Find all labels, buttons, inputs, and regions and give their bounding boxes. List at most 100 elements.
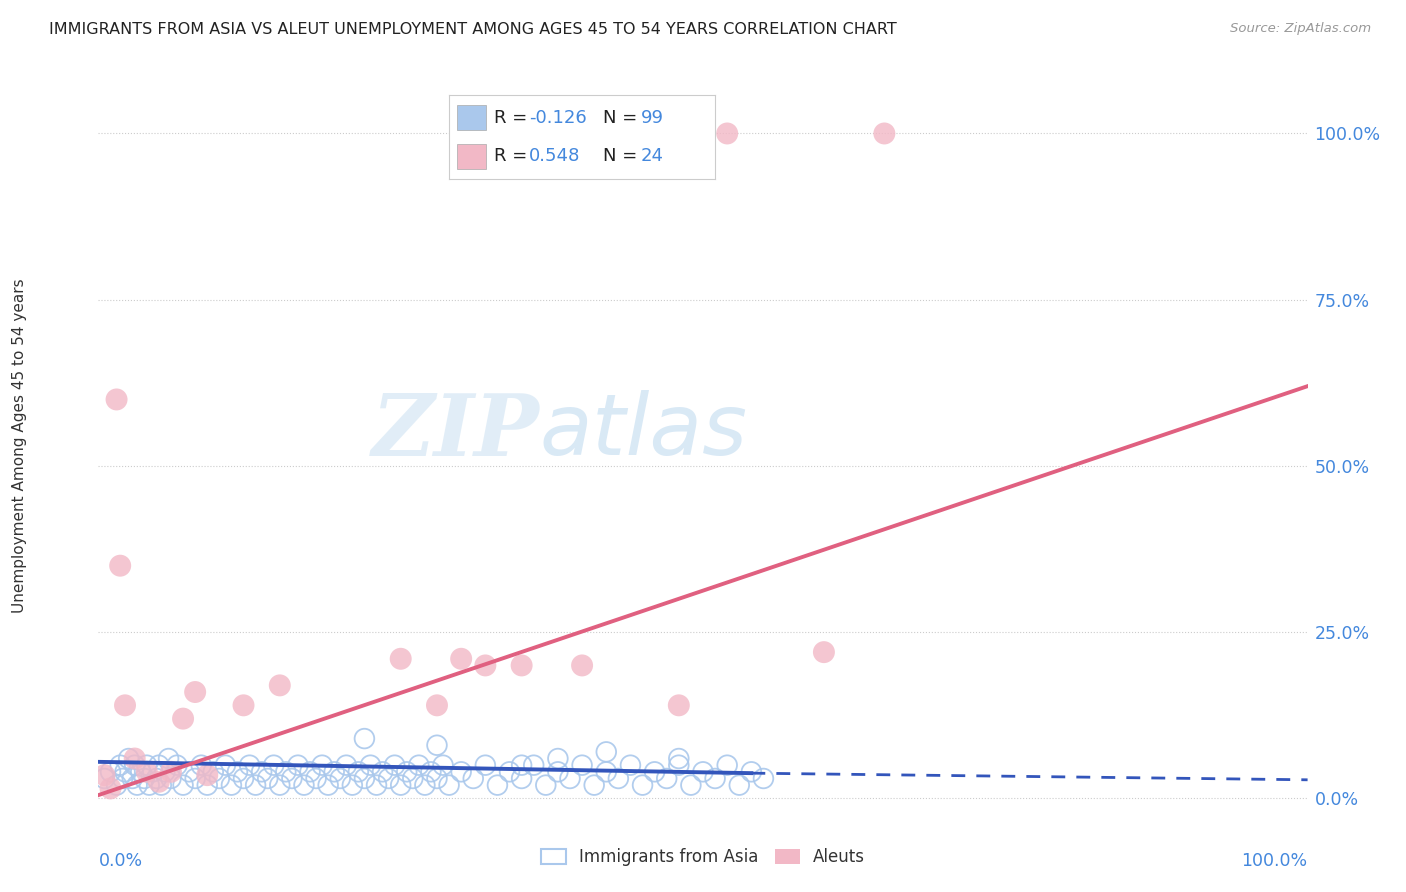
Point xyxy=(395,764,418,779)
Point xyxy=(486,778,509,792)
Point xyxy=(323,764,346,779)
Point xyxy=(111,772,134,786)
Text: Source: ZipAtlas.com: Source: ZipAtlas.com xyxy=(1230,22,1371,36)
Point xyxy=(239,758,262,772)
Point xyxy=(534,778,557,792)
Point xyxy=(384,758,406,772)
Point xyxy=(142,764,165,779)
Point xyxy=(752,772,775,786)
Point xyxy=(426,698,449,713)
Point xyxy=(510,758,533,772)
Point xyxy=(134,772,156,786)
Point xyxy=(232,772,254,786)
Point xyxy=(426,738,449,752)
Point xyxy=(547,751,569,765)
Point xyxy=(583,778,606,792)
Point xyxy=(402,772,425,786)
Point xyxy=(704,772,727,786)
Point xyxy=(93,768,115,782)
Point xyxy=(668,698,690,713)
Point xyxy=(510,772,533,786)
Point xyxy=(329,772,352,786)
Point xyxy=(408,758,430,772)
Point xyxy=(172,712,194,726)
Point xyxy=(135,764,157,779)
Point xyxy=(619,758,641,772)
Point xyxy=(124,758,146,772)
Point xyxy=(316,778,339,792)
Point xyxy=(347,764,370,779)
Point xyxy=(305,772,328,786)
Point xyxy=(450,764,472,779)
Point xyxy=(93,772,115,786)
Point xyxy=(118,751,141,765)
Point xyxy=(692,764,714,779)
Point xyxy=(145,772,167,786)
Text: 99: 99 xyxy=(641,109,664,127)
Point xyxy=(389,778,412,792)
Point xyxy=(292,778,315,792)
Point xyxy=(426,772,449,786)
FancyBboxPatch shape xyxy=(457,105,486,130)
Point xyxy=(172,778,194,792)
Point xyxy=(510,658,533,673)
Point xyxy=(558,772,581,786)
Point xyxy=(160,772,183,786)
Point xyxy=(813,645,835,659)
Point xyxy=(716,758,738,772)
Text: ZIP: ZIP xyxy=(373,390,540,473)
Point xyxy=(195,778,218,792)
Point xyxy=(153,764,176,779)
Point xyxy=(607,772,630,786)
Text: -0.126: -0.126 xyxy=(529,109,586,127)
Text: 100.0%: 100.0% xyxy=(1241,852,1308,870)
Point xyxy=(138,778,160,792)
Point xyxy=(631,778,654,792)
Point xyxy=(498,764,520,779)
Point xyxy=(269,678,291,692)
Point xyxy=(287,758,309,772)
Text: N =: N = xyxy=(603,109,644,127)
Point xyxy=(474,758,496,772)
Point xyxy=(214,758,236,772)
Point xyxy=(190,758,212,772)
Point xyxy=(129,764,152,779)
Point xyxy=(135,758,157,772)
Point xyxy=(221,778,243,792)
Point xyxy=(226,764,249,779)
Point xyxy=(184,685,207,699)
Point xyxy=(100,781,122,796)
Point xyxy=(150,778,173,792)
Point xyxy=(148,774,170,789)
Point xyxy=(160,764,183,779)
Point xyxy=(728,778,751,792)
Point xyxy=(474,658,496,673)
Text: Unemployment Among Ages 45 to 54 years: Unemployment Among Ages 45 to 54 years xyxy=(13,278,27,614)
Point xyxy=(353,731,375,746)
Point xyxy=(420,764,443,779)
Text: N =: N = xyxy=(603,147,644,165)
Point xyxy=(195,768,218,782)
Point xyxy=(571,758,593,772)
Text: atlas: atlas xyxy=(540,390,748,473)
Point xyxy=(263,758,285,772)
Point xyxy=(389,652,412,666)
Point xyxy=(269,778,291,792)
Point xyxy=(124,751,146,765)
Text: 0.548: 0.548 xyxy=(529,147,581,165)
Point xyxy=(595,764,617,779)
Point xyxy=(655,772,678,786)
Point xyxy=(256,772,278,786)
Point xyxy=(437,778,460,792)
Text: 24: 24 xyxy=(641,147,664,165)
Point xyxy=(335,758,357,772)
Point xyxy=(342,778,364,792)
Legend: Immigrants from Asia, Aleuts: Immigrants from Asia, Aleuts xyxy=(534,841,872,873)
Point xyxy=(105,392,128,407)
Point xyxy=(127,778,149,792)
Point xyxy=(463,772,485,786)
Point xyxy=(668,758,690,772)
Point xyxy=(250,764,273,779)
Point xyxy=(595,745,617,759)
Point xyxy=(100,764,122,779)
